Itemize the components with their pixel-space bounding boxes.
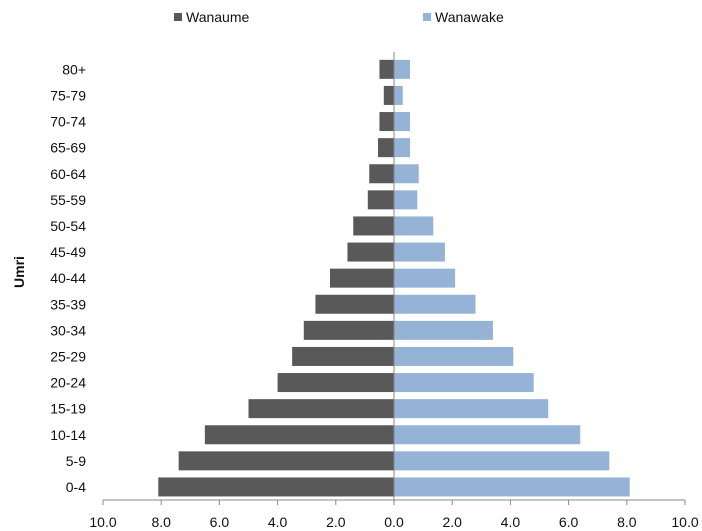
bar-wanaume-75-79 — [383, 85, 394, 105]
x-tick-label: 8.0 — [617, 514, 637, 530]
bar-wanaume-25-29 — [292, 346, 394, 366]
bar-wanawake-70-74 — [394, 112, 411, 132]
x-tick-label: 4.0 — [268, 514, 288, 530]
bar-wanawake-40-44 — [394, 268, 456, 288]
bar-wanawake-0-4 — [394, 477, 630, 497]
bar-wanawake-55-59 — [394, 190, 418, 210]
legend-label-wanawake: Wanawake — [435, 9, 504, 25]
category-label: 20-24 — [50, 375, 86, 391]
category-label: 45-49 — [50, 244, 86, 260]
axes-group: 0-4 5-9 10-14 15-19 20-24 25-29 30-34 35-39 40-4… — [50, 52, 699, 530]
category-label: 50-54 — [50, 218, 86, 234]
legend: Wanaume Wanawake — [174, 9, 504, 25]
category-label: 25-29 — [50, 348, 86, 364]
bar-wanaume-30-34 — [303, 320, 394, 340]
x-tick-label: 4.0 — [501, 514, 521, 530]
x-tick-label: 2.0 — [326, 514, 346, 530]
bar-wanawake-20-24 — [394, 373, 534, 393]
bar-wanawake-5-9 — [394, 451, 610, 471]
bars-group — [158, 59, 630, 497]
bar-wanawake-10-14 — [394, 425, 581, 445]
bar-wanaume-35-39 — [315, 294, 394, 314]
x-tick-label: 0.0 — [384, 514, 404, 530]
x-tick-label: 10.0 — [89, 514, 116, 530]
bar-wanaume-80+ — [379, 59, 394, 79]
bar-wanaume-10-14 — [204, 425, 394, 445]
x-tick-label: 6.0 — [210, 514, 230, 530]
bar-wanaume-40-44 — [329, 268, 394, 288]
legend-label-wanaume: Wanaume — [186, 9, 250, 25]
x-tick-label: 10.0 — [671, 514, 698, 530]
legend-swatch-wanawake — [423, 13, 431, 21]
bar-wanaume-60-64 — [369, 164, 394, 184]
category-label: 60-64 — [50, 166, 86, 182]
category-label: 10-14 — [50, 427, 86, 443]
legend-swatch-wanaume — [174, 13, 182, 21]
bar-wanaume-0-4 — [158, 477, 394, 497]
category-label: 40-44 — [50, 270, 86, 286]
category-label: 5-9 — [66, 453, 86, 469]
x-tick-label: 8.0 — [151, 514, 171, 530]
bar-wanaume-65-69 — [377, 138, 394, 158]
y-axis-title: Umri — [11, 256, 27, 288]
bar-wanaume-15-19 — [248, 399, 394, 419]
bar-wanawake-80+ — [394, 59, 411, 79]
bar-wanawake-45-49 — [394, 242, 445, 262]
bar-wanawake-30-34 — [394, 320, 493, 340]
bar-wanaume-70-74 — [379, 112, 394, 132]
bar-wanawake-60-64 — [394, 164, 419, 184]
category-label: 80+ — [62, 61, 86, 77]
category-label: 55-59 — [50, 192, 86, 208]
x-tick-label: 6.0 — [559, 514, 579, 530]
bar-wanawake-35-39 — [394, 294, 476, 314]
x-tick-label: 2.0 — [442, 514, 462, 530]
bar-wanawake-65-69 — [394, 138, 411, 158]
bar-wanaume-45-49 — [347, 242, 394, 262]
category-label: 75-79 — [50, 87, 86, 103]
bar-wanaume-5-9 — [178, 451, 394, 471]
category-label: 35-39 — [50, 296, 86, 312]
bar-wanawake-15-19 — [394, 399, 549, 419]
category-label: 15-19 — [50, 401, 86, 417]
bar-wanawake-25-29 — [394, 346, 514, 366]
bar-wanaume-50-54 — [353, 216, 394, 236]
bar-wanaume-55-59 — [367, 190, 394, 210]
bar-wanawake-75-79 — [394, 85, 403, 105]
bar-wanaume-20-24 — [277, 373, 394, 393]
category-label: 70-74 — [50, 114, 86, 130]
category-label: 30-34 — [50, 322, 86, 338]
bar-wanawake-50-54 — [394, 216, 434, 236]
category-label: 0-4 — [66, 479, 86, 495]
category-label: 65-69 — [50, 140, 86, 156]
